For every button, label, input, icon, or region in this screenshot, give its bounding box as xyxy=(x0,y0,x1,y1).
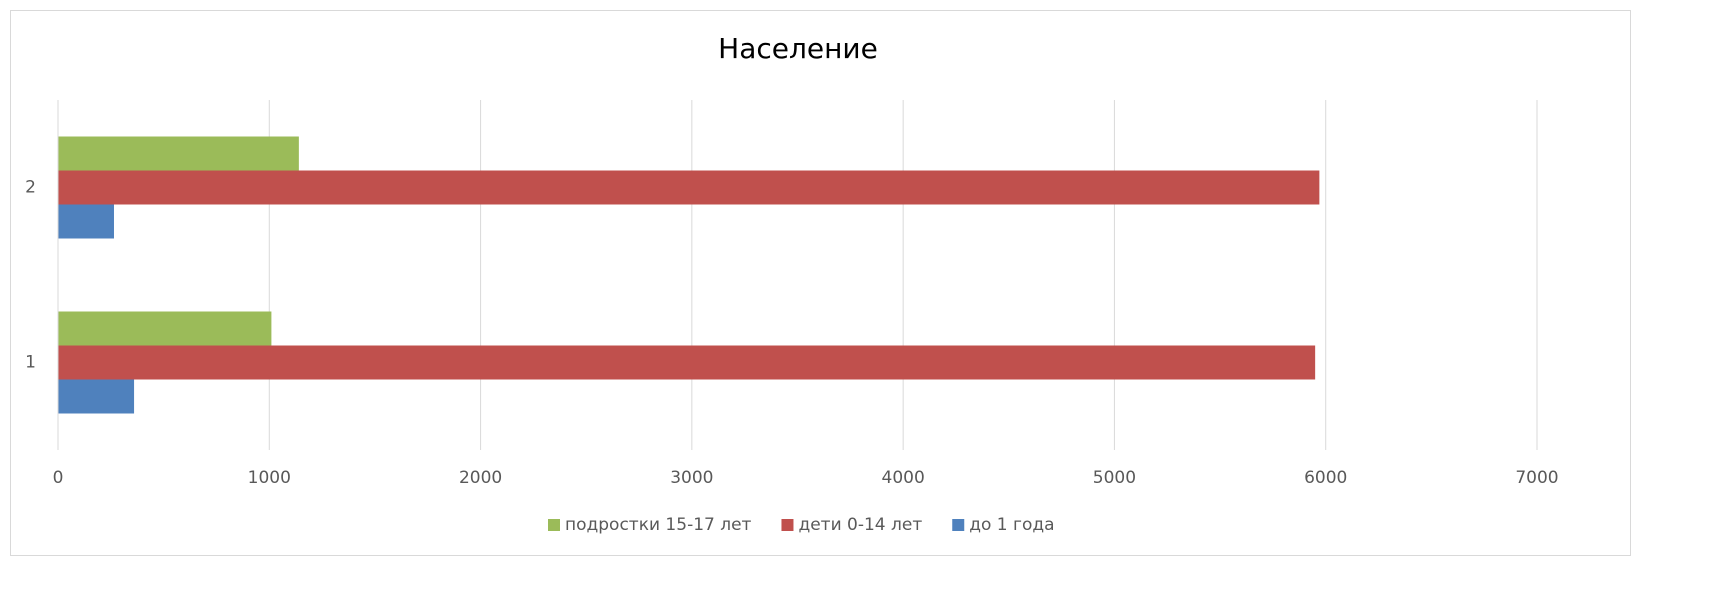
legend-swatch xyxy=(781,519,794,531)
bar xyxy=(58,136,299,171)
legend-label: дети 0-14 лет xyxy=(798,515,922,535)
bar xyxy=(58,311,272,346)
y-tick-label: 1 xyxy=(25,353,36,373)
legend-label: до 1 года xyxy=(969,515,1054,535)
x-tick-label: 4000 xyxy=(882,468,925,488)
chart-border xyxy=(10,10,1631,556)
x-tick-label: 5000 xyxy=(1093,468,1136,488)
bar xyxy=(58,170,1320,205)
x-tick-label: 0 xyxy=(53,468,64,488)
legend-swatch xyxy=(548,519,560,531)
legend-label: подростки 15-17 лет xyxy=(565,515,752,535)
x-tick-label: 7000 xyxy=(1515,468,1558,488)
x-tick-label: 3000 xyxy=(670,468,713,488)
x-tick-label: 1000 xyxy=(248,468,291,488)
legend-swatch xyxy=(952,519,965,531)
bar xyxy=(58,345,1316,380)
x-tick-label: 2000 xyxy=(459,468,502,488)
x-tick-label: 6000 xyxy=(1304,468,1347,488)
bar xyxy=(58,379,135,414)
y-tick-label: 2 xyxy=(25,178,36,198)
bar xyxy=(58,204,114,239)
chart-title: Население xyxy=(718,32,878,65)
